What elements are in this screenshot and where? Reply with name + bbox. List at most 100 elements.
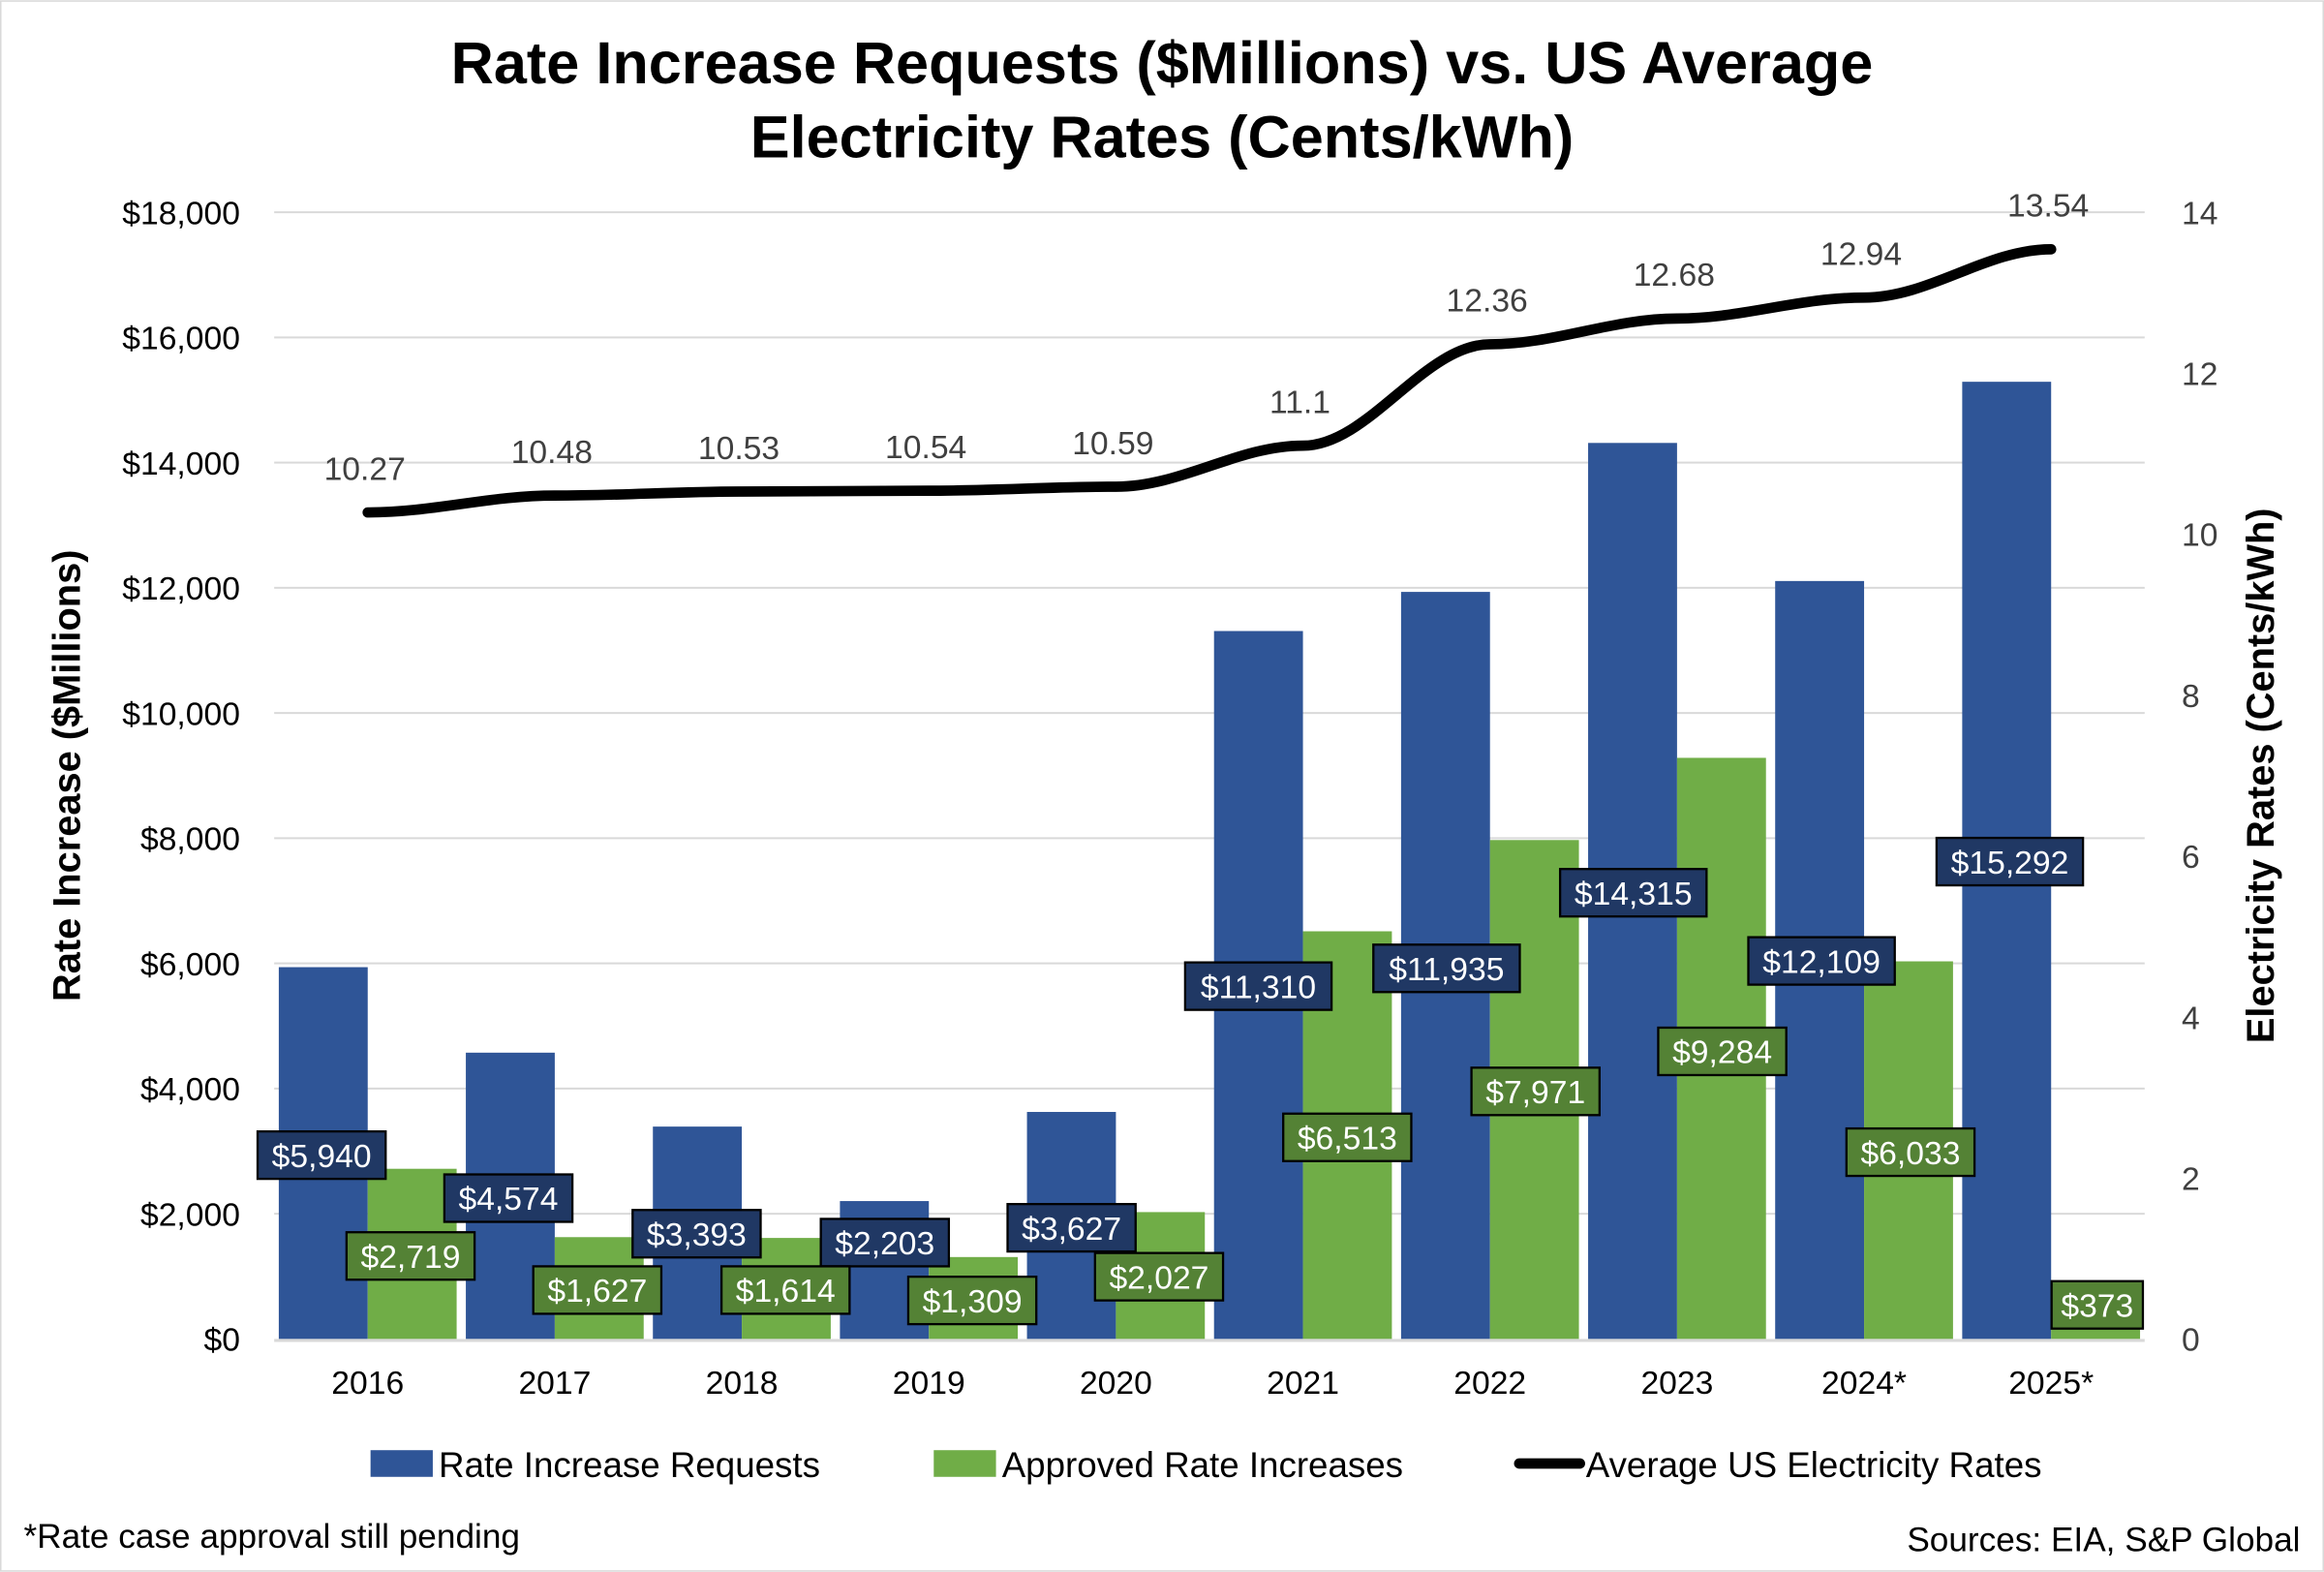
line-data-label: 12.36 xyxy=(1447,284,1528,320)
y2-tick-label: 10 xyxy=(2182,518,2217,554)
data-label-box xyxy=(1183,961,1333,1011)
footnote: *Rate case approval still pending xyxy=(23,1518,520,1556)
request-data-label: $4,574 xyxy=(443,1173,574,1223)
data-label-text: $6,513 xyxy=(1298,1122,1397,1157)
data-label-text: $11,935 xyxy=(1389,952,1504,988)
legend-swatch-approved xyxy=(933,1450,996,1477)
y-tick-label: $0 xyxy=(204,1323,240,1359)
legend-label-rates: Average US Electricity Rates xyxy=(1586,1445,2042,1485)
x-tick-label: 2021 xyxy=(1267,1366,1339,1402)
source-note: Sources: EIA, S&P Global xyxy=(1907,1521,2300,1558)
data-label-text: $373 xyxy=(2061,1288,2133,1324)
data-label-text: $2,203 xyxy=(835,1226,934,1262)
y-tick-label: $12,000 xyxy=(122,571,240,607)
y-tick-label: $18,000 xyxy=(122,196,240,231)
y-tick-label: $4,000 xyxy=(140,1072,240,1108)
data-label-box xyxy=(532,1265,663,1315)
y2-tick-label: 2 xyxy=(2182,1161,2200,1197)
approved-data-label: $2,719 xyxy=(345,1231,476,1281)
data-label-text: $3,627 xyxy=(1022,1212,1121,1248)
line-data-label: 10.48 xyxy=(511,435,593,471)
data-label-text: $2,719 xyxy=(361,1240,461,1276)
data-label-box xyxy=(1470,1066,1601,1117)
data-label-text: $1,614 xyxy=(736,1274,836,1310)
x-tick-label: 2020 xyxy=(1080,1366,1152,1402)
line-data-label: 12.94 xyxy=(1820,237,1902,273)
chart-title-line-2: Electricity Rates (Cents/kWh) xyxy=(750,105,1575,170)
x-tick-label: 2022 xyxy=(1453,1366,1526,1402)
request-data-label: $3,393 xyxy=(631,1209,762,1259)
x-tick-label: 2025* xyxy=(2008,1366,2094,1402)
request-data-label: $3,627 xyxy=(1006,1202,1137,1253)
y-tick-label: $2,000 xyxy=(140,1197,240,1233)
data-label-text: $9,284 xyxy=(1672,1035,1772,1071)
request-data-label: $11,935 xyxy=(1372,943,1521,994)
data-label-text: $12,109 xyxy=(1762,944,1881,980)
approved-data-label: $6,513 xyxy=(1282,1112,1413,1162)
approved-data-label: $1,627 xyxy=(532,1265,663,1315)
line-data-label: 10.59 xyxy=(1072,426,1153,462)
y-tick-label: $10,000 xyxy=(122,696,240,732)
line-data-label: 13.54 xyxy=(2007,189,2089,225)
request-data-label: $5,940 xyxy=(256,1129,387,1181)
data-label-box xyxy=(1657,1026,1788,1077)
data-label-box xyxy=(1935,836,2085,887)
data-label-box xyxy=(1282,1112,1413,1162)
y-tick-label: $6,000 xyxy=(140,947,240,983)
line-data-label: 11.1 xyxy=(1269,385,1330,420)
legend-label-approved: Approved Rate Increases xyxy=(1002,1445,1403,1485)
data-label-box xyxy=(631,1209,762,1259)
data-label-box xyxy=(819,1218,951,1268)
chart-title-line-1: Rate Increase Requests ($Millions) vs. U… xyxy=(451,30,1874,96)
data-label-box xyxy=(1747,936,1896,986)
approved-data-label: $6,033 xyxy=(1845,1126,1976,1178)
y2-tick-label: 12 xyxy=(2182,357,2217,393)
data-label-text: $14,315 xyxy=(1575,877,1693,912)
data-label-box xyxy=(906,1275,1038,1326)
y-tick-label: $8,000 xyxy=(140,822,240,858)
legend-label-requests: Rate Increase Requests xyxy=(439,1445,820,1485)
data-label-box xyxy=(1006,1202,1137,1253)
data-label-text: $7,971 xyxy=(1485,1075,1585,1111)
approved-data-label: $7,971 xyxy=(1470,1066,1601,1117)
line-data-label: 10.27 xyxy=(324,451,406,487)
data-label-text: $11,310 xyxy=(1201,970,1316,1005)
data-label-text: $15,292 xyxy=(1951,846,2069,881)
data-label-box xyxy=(2050,1279,2145,1330)
legend-swatch-requests xyxy=(370,1450,433,1477)
request-data-label: $14,315 xyxy=(1558,868,1708,918)
y-tick-label: $16,000 xyxy=(122,322,240,357)
data-label-box xyxy=(1372,943,1521,994)
y2-tick-label: 14 xyxy=(2182,196,2217,231)
data-label-box xyxy=(1558,868,1708,918)
y-tick-label: $14,000 xyxy=(122,447,240,482)
x-tick-label: 2023 xyxy=(1640,1366,1713,1402)
request-data-label: $15,292 xyxy=(1935,836,2085,887)
y2-tick-label: 8 xyxy=(2182,679,2200,715)
approved-data-label: $373 xyxy=(2050,1279,2145,1330)
data-label-text: $1,309 xyxy=(923,1284,1023,1320)
approved-data-label: $9,284 xyxy=(1657,1026,1788,1077)
approved-data-label: $1,309 xyxy=(906,1275,1038,1326)
line-electricity-rates xyxy=(362,244,2057,518)
data-label-box xyxy=(1845,1126,1976,1178)
approved-data-label: $2,027 xyxy=(1093,1251,1225,1302)
request-data-label: $2,203 xyxy=(819,1218,951,1268)
x-tick-label: 2019 xyxy=(893,1366,965,1402)
data-label-text: $6,033 xyxy=(1860,1136,1960,1172)
approved-data-label: $1,614 xyxy=(719,1265,851,1315)
line-data-label: 10.53 xyxy=(698,431,780,467)
data-label-box xyxy=(1093,1251,1225,1302)
x-tick-label: 2016 xyxy=(331,1366,404,1402)
request-data-label: $12,109 xyxy=(1747,936,1896,986)
data-label-text: $3,393 xyxy=(647,1218,747,1253)
y-axis-label: Rate Increase ($Millions) xyxy=(46,550,89,1002)
data-label-text: $1,627 xyxy=(547,1274,647,1310)
request-data-label: $11,310 xyxy=(1183,961,1333,1011)
y2-axis-label: Electricity Rates (Cents/kWh) xyxy=(2240,508,2282,1043)
line-data-label: 10.54 xyxy=(885,430,966,466)
x-tick-label: 2018 xyxy=(706,1366,779,1402)
data-label-text: $4,574 xyxy=(459,1182,559,1218)
line-data-label: 12.68 xyxy=(1634,258,1715,293)
